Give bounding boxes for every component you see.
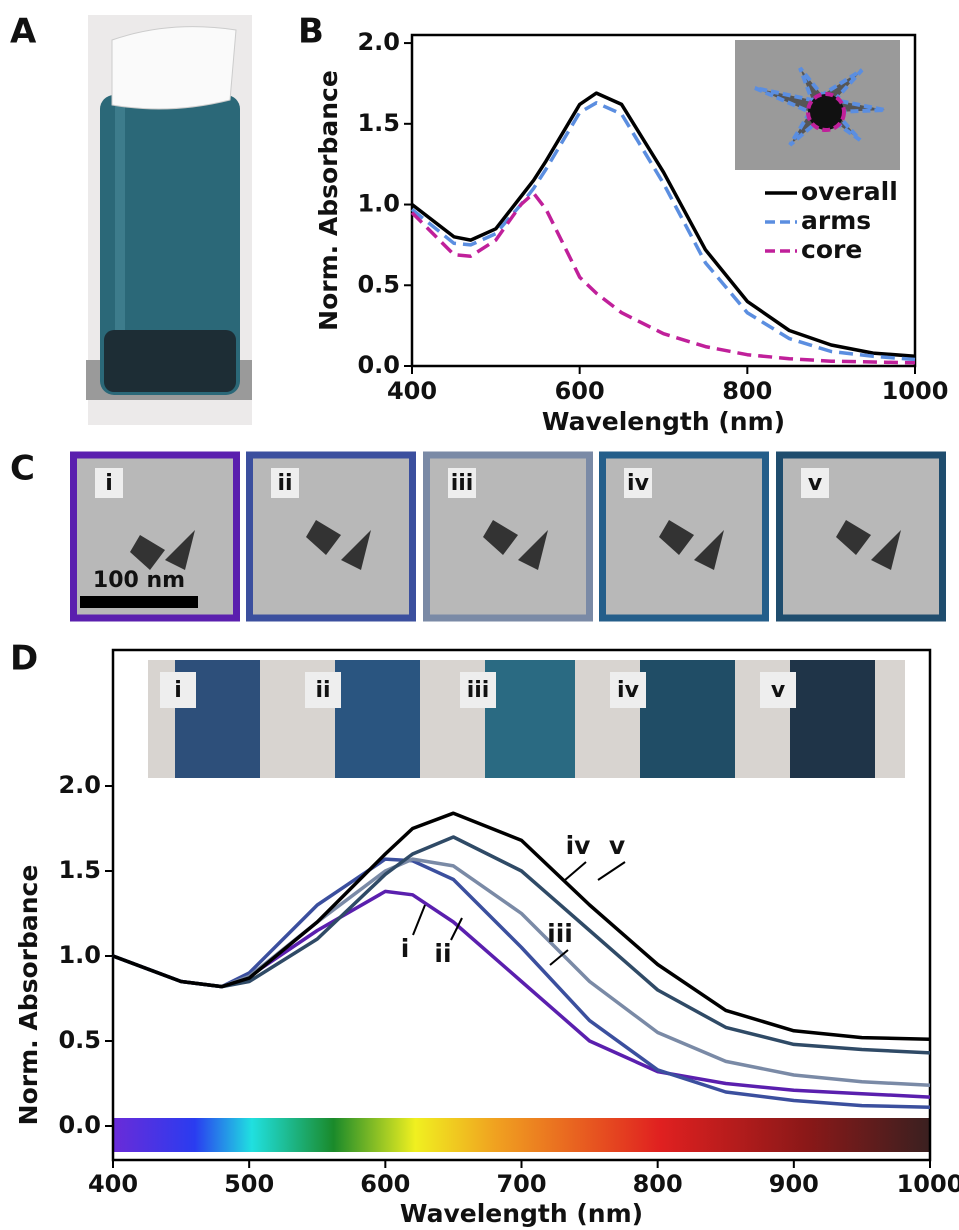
- legend-label: core: [801, 235, 862, 264]
- leader-line: [412, 904, 426, 936]
- particle: [836, 520, 901, 570]
- particle: [130, 530, 195, 570]
- x-tick-label: 500: [224, 1170, 274, 1198]
- label-box: [305, 672, 341, 708]
- label-box: [610, 672, 646, 708]
- tem-label: iii: [451, 471, 474, 496]
- cuvette-label: i: [174, 678, 182, 703]
- panel-label: D: [10, 639, 38, 679]
- spectrum-bar: [113, 1118, 930, 1152]
- y-tick-label: 1.5: [357, 109, 400, 137]
- tem-inset: [735, 40, 900, 170]
- label-box: [624, 468, 652, 498]
- cuvette-label: v: [771, 678, 786, 703]
- label-box: [448, 468, 476, 498]
- vial-photo: [86, 15, 252, 425]
- cuvette-label: iv: [617, 678, 640, 703]
- curve-label: v: [609, 831, 625, 860]
- y-axis-label: Norm. Absorbance: [314, 70, 343, 331]
- label-box: [95, 468, 123, 498]
- leader-line: [564, 861, 587, 881]
- particle: [483, 520, 548, 570]
- y-tick-label: 1.0: [58, 941, 101, 969]
- panel-label: B: [298, 12, 324, 52]
- tem-label: v: [808, 471, 823, 496]
- series-line: [112, 835, 931, 1055]
- cuvette-label: ii: [315, 678, 330, 703]
- tem-label: i: [105, 471, 113, 496]
- series-line: [410, 101, 916, 362]
- panel-label: A: [10, 12, 37, 52]
- series-line: [112, 811, 931, 1042]
- y-tick-label: 0.0: [357, 351, 400, 379]
- curve-label: iii: [547, 919, 573, 948]
- tem-label: iv: [627, 471, 650, 496]
- curve-label: iv: [566, 831, 591, 860]
- y-tick-label: 0.5: [58, 1026, 101, 1054]
- y-axis-label: Norm. Absorbance: [14, 865, 43, 1126]
- y-tick-label: 1.5: [58, 856, 101, 884]
- x-tick-label: 1000: [897, 1170, 959, 1198]
- curve-label: i: [401, 934, 410, 963]
- series-line: [112, 889, 931, 1099]
- x-tick-label: 600: [360, 1170, 410, 1198]
- label-box: [460, 672, 496, 708]
- y-tick-label: 2.0: [357, 28, 400, 56]
- scale-bar-label: 100 nm: [93, 568, 185, 593]
- panel-label: C: [10, 449, 35, 489]
- label-box: [760, 672, 796, 708]
- y-tick-label: 0.0: [58, 1111, 101, 1139]
- x-axis-label: Wavelength (nm): [400, 1199, 643, 1228]
- x-tick-label: 600: [555, 377, 605, 405]
- x-tick-label: 800: [633, 1170, 683, 1198]
- x-tick-label: 900: [769, 1170, 819, 1198]
- leader-line: [450, 917, 463, 941]
- cuvette-label: iii: [467, 678, 490, 703]
- x-tick-label: 1000: [882, 377, 949, 405]
- series-line: [112, 857, 931, 1087]
- legend-label: arms: [801, 206, 871, 235]
- leader-line: [597, 861, 626, 881]
- x-tick-label: 400: [387, 377, 437, 405]
- x-tick-label: 700: [496, 1170, 546, 1198]
- x-axis-label: Wavelength (nm): [542, 407, 785, 436]
- plot-frame: [410, 33, 917, 368]
- legend-label: overall: [801, 177, 898, 206]
- label-box: [271, 468, 299, 498]
- series-line: [410, 191, 916, 365]
- x-tick-label: 400: [88, 1170, 138, 1198]
- curve-label: ii: [434, 939, 451, 968]
- y-tick-label: 2.0: [58, 771, 101, 799]
- y-tick-label: 0.5: [357, 270, 400, 298]
- label-box: [801, 468, 829, 498]
- x-tick-label: 800: [722, 377, 772, 405]
- tem-label: ii: [277, 471, 292, 496]
- label-box: [160, 672, 196, 708]
- scale-bar: [80, 596, 198, 608]
- y-tick-label: 1.0: [357, 190, 400, 218]
- series-line: [410, 91, 916, 359]
- particle: [306, 520, 371, 570]
- leader-line: [549, 949, 569, 966]
- particle: [659, 520, 724, 570]
